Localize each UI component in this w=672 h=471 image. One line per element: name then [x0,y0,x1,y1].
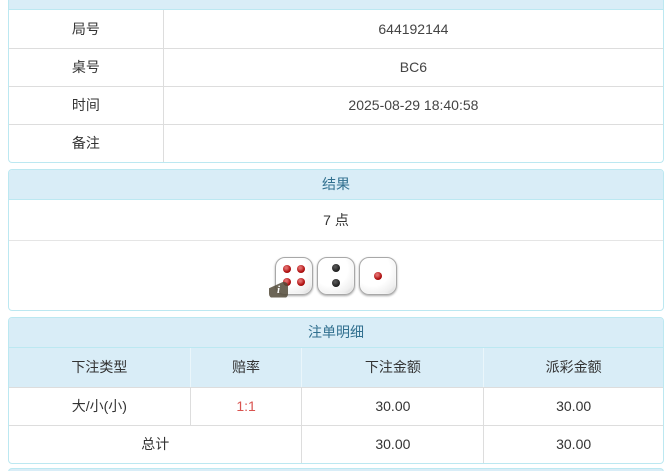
game-info-table: 局号 644192144 桌号 BC6 时间 2025-08-29 18:40:… [9,10,663,162]
time-label: 时间 [9,86,164,125]
total-label-cell: 总计 [9,425,303,463]
table-number-value: BC6 [163,48,663,87]
table-row: 桌号 BC6 [9,48,663,87]
table-number-label: 桌号 [9,48,164,87]
game-info-panel: 局号 644192144 桌号 BC6 时间 2025-08-29 18:40:… [8,10,664,163]
remark-label: 备注 [9,124,164,162]
bets-panel: 注单明细 下注类型 赔率 下注金额 派彩金额 大/小(小) 1:1 30.00 … [8,317,664,464]
total-payout-amount-cell: 30.00 [556,436,592,453]
die-pip [332,279,340,288]
table-row: 时间 2025-08-29 18:40:58 [9,86,663,125]
total-row: 总计 30.00 30.00 [9,425,663,463]
remark-value [163,124,663,162]
time-value: 2025-08-29 18:40:58 [163,86,663,125]
table-row: 备注 [9,124,663,162]
bet-amount-cell: 30.00 [301,387,485,426]
table-row: 局号 644192144 [9,10,663,49]
die-pip [283,264,292,273]
bet-type-cell: 大/小(小) [9,387,191,426]
dice-row: i [9,240,663,310]
result-points: 7 点 [323,212,349,228]
die-pip [296,264,305,273]
payout-amount-cell: 30.00 [483,387,663,426]
next-panel-header-cutoff [8,468,664,471]
round-number-value: 644192144 [163,10,663,49]
odds-header: 赔率 [190,348,303,388]
die-pip [374,271,382,280]
round-number-label: 局号 [9,10,164,49]
die-3-one-icon [359,256,397,295]
die-pip [283,278,292,287]
bets-header-row: 下注类型 赔率 下注金额 派彩金额 [9,348,663,388]
result-panel-title: 结果 [9,170,663,200]
die-2-two-icon [317,256,355,295]
die-1-four-icon: i [269,256,313,298]
bets-table: 下注类型 赔率 下注金额 派彩金额 大/小(小) 1:1 30.00 30.00… [9,348,663,463]
image-info-badge-icon[interactable]: i [269,281,288,298]
die-pip [296,278,305,287]
bet-row: 大/小(小) 1:1 30.00 30.00 [9,387,663,426]
bet-amount-header: 下注金额 [301,348,485,388]
result-panel: 结果 7 点 i [8,169,664,311]
total-bet-amount-cell: 30.00 [301,425,485,463]
bet-type-header: 下注类型 [9,348,191,388]
payout-amount-header: 派彩金额 [483,348,663,388]
odds-cell: 1:1 [190,387,303,426]
die-pip [332,263,340,272]
bets-panel-title: 注单明细 [9,318,663,348]
previous-panel-header-cutoff [8,0,664,10]
